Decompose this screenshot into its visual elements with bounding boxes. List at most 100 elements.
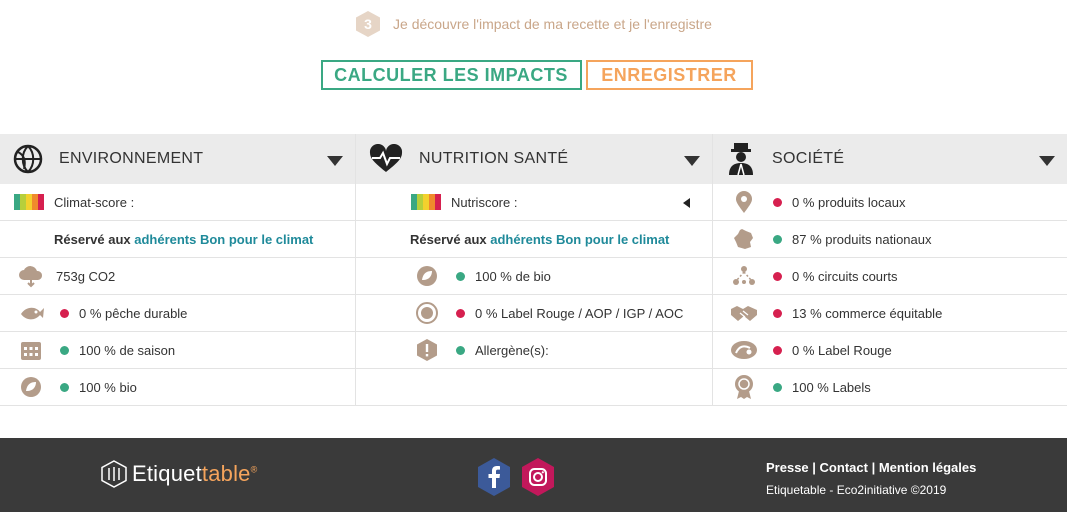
empty-row xyxy=(356,369,712,406)
etiquettable-logo[interactable]: Etiquettable® xyxy=(100,460,257,488)
heart-pulse-icon xyxy=(368,143,404,175)
env-bio-row: 100 % bio xyxy=(0,369,355,406)
society-label-rouge-value: 0 % Label Rouge xyxy=(792,342,892,358)
presse-link[interactable]: Presse xyxy=(766,460,809,475)
seal-icon xyxy=(412,298,442,328)
impact-table: ENVIRONNEMENT Climat-score : Réservé aux… xyxy=(0,134,1067,406)
climate-score-row: Climat-score : xyxy=(0,184,355,221)
national-row: 87 % produits nationaux xyxy=(713,221,1067,258)
network-icon xyxy=(729,261,759,291)
link-separator: | xyxy=(871,460,876,475)
bio-leaf-icon xyxy=(412,261,442,291)
calculate-impacts-button[interactable]: CALCULER LES IMPACTS xyxy=(320,60,582,90)
social-links xyxy=(476,457,556,497)
local-row: 0 % produits locaux xyxy=(713,184,1067,221)
labels-value: 100 % Labels xyxy=(792,379,871,395)
warning-icon xyxy=(412,335,442,365)
status-dot-green xyxy=(456,271,465,281)
cloud-co2-icon xyxy=(16,261,46,291)
environment-header[interactable]: ENVIRONNEMENT xyxy=(0,134,355,184)
local-value: 0 % produits locaux xyxy=(792,194,906,210)
fish-icon xyxy=(16,298,46,328)
status-dot-red xyxy=(773,308,782,318)
nutriscore-row: Nutriscore : xyxy=(356,184,712,221)
chevron-left-icon[interactable] xyxy=(683,198,690,208)
facebook-icon[interactable] xyxy=(476,457,512,497)
reserved-text: Réservé aux adhérents Bon pour le climat xyxy=(54,231,314,247)
society-title: SOCIÉTÉ xyxy=(772,150,845,167)
allergens-row: Allergène(s): xyxy=(356,332,712,369)
nutrition-title: NUTRITION SANTÉ xyxy=(419,150,569,167)
env-bio-value: 100 % bio xyxy=(79,379,137,395)
season-row: 100 % de saison xyxy=(0,332,355,369)
fair-trade-row: 13 % commerce équitable xyxy=(713,295,1067,332)
france-map-icon xyxy=(729,224,759,254)
instagram-icon[interactable] xyxy=(520,457,556,497)
copyright: Etiquetable - Eco2initiative ©2019 xyxy=(766,483,947,497)
save-button[interactable]: ENREGISTRER xyxy=(585,60,753,90)
allergens-value: Allergène(s): xyxy=(475,342,549,358)
season-value: 100 % de saison xyxy=(79,342,176,358)
chevron-down-icon[interactable] xyxy=(1039,156,1055,166)
footer-links: Presse | Contact | Mention légales xyxy=(766,460,976,475)
status-dot-green xyxy=(60,382,69,392)
label-rouge-icon xyxy=(729,335,759,365)
footer: Etiquettable® Presse | Contact | Mention… xyxy=(0,438,1067,512)
action-buttons: CALCULER LES IMPACTS ENREGISTRER xyxy=(0,60,1067,90)
step-number: 3 xyxy=(364,16,372,32)
fair-trade-value: 13 % commerce équitable xyxy=(792,305,943,321)
reserved-row: Réservé aux adhérents Bon pour le climat xyxy=(0,221,355,258)
co2-value: 753g CO2 xyxy=(56,268,116,284)
logo-icon xyxy=(101,460,127,488)
society-label-rouge-row: 0 % Label Rouge xyxy=(713,332,1067,369)
step-header: 3 Je découvre l'impact de ma recette et … xyxy=(0,10,1067,38)
calendar-icon xyxy=(16,335,46,365)
label-rouge-value: 0 % Label Rouge / AOP / IGP / AOC xyxy=(475,305,684,321)
status-dot-green xyxy=(456,345,465,355)
globe-leaf-icon xyxy=(12,143,44,175)
nutri-bio-value: 100 % de bio xyxy=(475,268,551,284)
society-column: SOCIÉTÉ 0 % produits locaux 87 % produit… xyxy=(713,134,1067,406)
status-dot-green xyxy=(60,345,69,355)
reserved-row: Réservé aux adhérents Bon pour le climat xyxy=(356,221,712,258)
status-dot-red xyxy=(60,308,69,318)
logo-text: Etiquettable® xyxy=(132,461,258,486)
chevron-down-icon[interactable] xyxy=(327,156,343,166)
environment-column: ENVIRONNEMENT Climat-score : Réservé aux… xyxy=(0,134,356,406)
labels-row: 100 % Labels xyxy=(713,369,1067,406)
nutriscore-label: Nutriscore : xyxy=(451,194,518,210)
climate-score-label: Climat-score : xyxy=(54,194,135,210)
contact-link[interactable]: Contact xyxy=(819,460,868,475)
label-rouge-row: 0 % Label Rouge / AOP / IGP / AOC xyxy=(356,295,712,332)
national-value: 87 % produits nationaux xyxy=(792,231,932,247)
step-text: Je découvre l'impact de ma recette et je… xyxy=(393,16,712,32)
legal-link[interactable]: Mention légales xyxy=(878,460,977,475)
nutriscore-bar xyxy=(411,194,441,210)
chef-person-icon xyxy=(725,143,757,176)
bio-leaf-icon xyxy=(16,372,46,402)
reserved-text: Réservé aux adhérents Bon pour le climat xyxy=(410,231,670,247)
nutrition-header[interactable]: NUTRITION SANTÉ xyxy=(356,134,712,184)
members-link[interactable]: adhérents Bon pour le climat xyxy=(134,231,314,247)
status-dot-red xyxy=(456,308,465,318)
society-header[interactable]: SOCIÉTÉ xyxy=(713,134,1067,184)
short-circuits-row: 0 % circuits courts xyxy=(713,258,1067,295)
handshake-icon xyxy=(729,298,759,328)
climate-score-bar xyxy=(14,194,44,210)
environment-title: ENVIRONNEMENT xyxy=(59,150,204,167)
members-link[interactable]: adhérents Bon pour le climat xyxy=(490,231,670,247)
fishing-value: 0 % pêche durable xyxy=(79,305,188,321)
step-number-badge: 3 xyxy=(355,10,381,38)
status-dot-red xyxy=(773,271,782,281)
nutrition-column: NUTRITION SANTÉ Nutriscore : Réservé aux… xyxy=(356,134,713,406)
map-pin-icon xyxy=(729,187,759,217)
award-rosette-icon xyxy=(729,372,759,402)
fishing-row: 0 % pêche durable xyxy=(0,295,355,332)
co2-row: 753g CO2 xyxy=(0,258,355,295)
chevron-down-icon[interactable] xyxy=(684,156,700,166)
status-dot-red xyxy=(773,345,782,355)
status-dot-red xyxy=(773,197,782,207)
status-dot-green xyxy=(773,382,782,392)
short-circuits-value: 0 % circuits courts xyxy=(792,268,898,284)
nutri-bio-row: 100 % de bio xyxy=(356,258,712,295)
